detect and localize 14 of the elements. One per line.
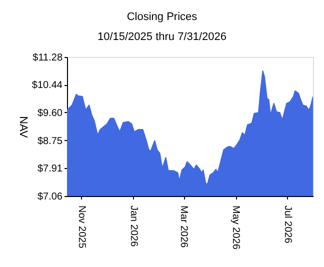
x-tick-label: May 2026: [230, 206, 242, 250]
x-tick-label: Nov 2025: [76, 206, 87, 249]
x-tick-label: Jul 2026: [282, 206, 293, 244]
y-tick-label: $8.75: [37, 136, 63, 147]
y-tick-label: $9.60: [37, 108, 63, 119]
y-tick-label: $10.44: [32, 80, 63, 92]
chart-title: Closing Prices: [126, 11, 198, 23]
x-tick-label: Jan 2026: [128, 206, 139, 248]
chart-subtitle: 10/15/2025 thru 7/31/2026: [97, 31, 227, 43]
x-tick-label: Mar 2026: [178, 206, 190, 248]
y-tick-label: $7.91: [37, 164, 63, 174]
y-tick-label: $7.06: [37, 192, 63, 202]
y-tick-label: $11.28: [32, 52, 63, 64]
y-axis-title: NAV: [16, 116, 29, 139]
